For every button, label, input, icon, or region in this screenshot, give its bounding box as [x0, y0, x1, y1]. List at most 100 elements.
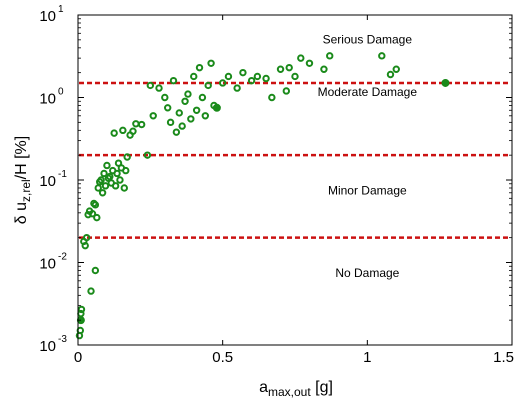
- data-point-66: [233, 84, 241, 92]
- data-point-18: [97, 176, 105, 184]
- y-tick-exponent-1: -2: [58, 252, 67, 263]
- data-point-13: [91, 266, 100, 275]
- data-point-70: [262, 74, 270, 83]
- y-tick-label-0: 10: [39, 338, 56, 355]
- data-point-58: [198, 93, 207, 102]
- data-point-49: [172, 128, 181, 136]
- data-point-57: [195, 63, 204, 72]
- x-tick-labels: 0 0.5 1 1.5: [74, 349, 514, 366]
- data-point-55: [190, 72, 198, 81]
- data-point-47: [166, 118, 175, 127]
- data-point-52: [181, 97, 189, 105]
- data-point-34: [120, 184, 128, 192]
- data-point-4: [77, 305, 86, 314]
- data-point-6: [81, 241, 89, 250]
- annotation-1: Moderate Damage: [318, 85, 418, 99]
- data-point-16: [94, 184, 102, 192]
- y-tick-exponent-2: -1: [58, 169, 67, 180]
- data-point-45: [161, 93, 169, 102]
- data-point-78: [320, 65, 328, 73]
- data-point-80: [378, 52, 386, 60]
- data-point-76: [297, 54, 305, 62]
- x-axis-label: amax,out [g]: [259, 379, 333, 399]
- data-point-51: [178, 122, 186, 130]
- plot-area-background: [78, 15, 512, 345]
- data-point-71: [268, 93, 276, 102]
- y-tick-label-4: 10: [39, 8, 56, 25]
- data-point-56: [192, 106, 201, 114]
- data-point-68: [247, 76, 256, 85]
- data-point-59: [201, 112, 210, 120]
- y-axis-label: δ uz,rel/H [%]: [13, 136, 33, 224]
- data-points: [75, 52, 450, 340]
- data-point-72: [276, 65, 285, 73]
- data-point-74: [285, 63, 293, 72]
- y-axis-label-prefix: δ u: [13, 202, 30, 224]
- data-point-50: [175, 109, 183, 117]
- data-point-14: [91, 201, 100, 209]
- data-point-11: [88, 210, 97, 218]
- y-tick-label-2: 10: [39, 173, 56, 190]
- data-point-35: [122, 166, 130, 175]
- data-point-40: [137, 120, 146, 129]
- data-point-15: [93, 213, 101, 222]
- x-tick-label-0: 0: [74, 349, 82, 366]
- data-point-60: [204, 81, 212, 90]
- x-axis-label-main: a: [259, 379, 268, 396]
- data-point-21: [101, 182, 110, 190]
- data-point-65: [224, 72, 233, 81]
- axis-ticks: [77, 14, 513, 346]
- data-point-22: [103, 161, 111, 170]
- data-point-69: [253, 72, 262, 81]
- data-point-46: [163, 104, 172, 112]
- data-point-64: [218, 79, 227, 87]
- data-point-67: [239, 68, 247, 77]
- data-point-27: [110, 129, 118, 137]
- data-point-79: [326, 52, 334, 60]
- y-tick-exponent-0: -3: [58, 334, 67, 345]
- data-point-24: [106, 172, 114, 181]
- data-point-19: [98, 189, 107, 197]
- data-point-29: [113, 169, 121, 178]
- data-point-41: [143, 151, 152, 159]
- y-tick-exponent-3: 0: [58, 87, 64, 98]
- x-axis-label-suffix: [g]: [311, 379, 333, 396]
- data-point-61: [207, 59, 215, 67]
- annotation-2: Minor Damage: [328, 183, 407, 197]
- data-point-7: [82, 233, 91, 242]
- data-point-42: [146, 81, 155, 90]
- y-axis-label-suffix: /H [%]: [13, 136, 30, 180]
- data-point-54: [187, 115, 195, 123]
- data-point-81: [386, 70, 395, 79]
- y-tick-label-3: 10: [39, 91, 56, 108]
- data-point-33: [119, 126, 127, 135]
- data-point-82: [392, 65, 400, 73]
- y-tick-exponent-4: 1: [58, 4, 64, 15]
- data-point-77: [305, 59, 314, 67]
- data-point-73: [282, 87, 291, 95]
- data-point-38: [129, 127, 137, 135]
- x-tick-label-2: 1: [363, 349, 371, 366]
- x-tick-label-3: 1.5: [493, 349, 514, 366]
- data-point-36: [123, 153, 131, 161]
- data-point-filled-1: [212, 103, 221, 112]
- data-point-28: [111, 182, 120, 190]
- data-point-53: [184, 90, 192, 98]
- y-tick-label-1: 10: [39, 256, 56, 273]
- data-point-31: [116, 176, 124, 184]
- data-point-48: [169, 76, 178, 85]
- damage-annotations: Serious Damage Moderate Damage Minor Damag…: [318, 33, 418, 280]
- x-tick-label-1: 0.5: [212, 349, 233, 366]
- data-point-10: [87, 287, 95, 295]
- data-point-43: [149, 112, 157, 120]
- data-point-44: [155, 84, 163, 92]
- data-point-20: [100, 169, 108, 178]
- data-point-75: [291, 72, 299, 81]
- x-axis-label-sub: max,out: [268, 385, 311, 399]
- y-axis-label-sub: z,rel: [19, 179, 33, 202]
- data-point-filled-2: [441, 78, 450, 87]
- annotation-3: No Damage: [335, 266, 399, 280]
